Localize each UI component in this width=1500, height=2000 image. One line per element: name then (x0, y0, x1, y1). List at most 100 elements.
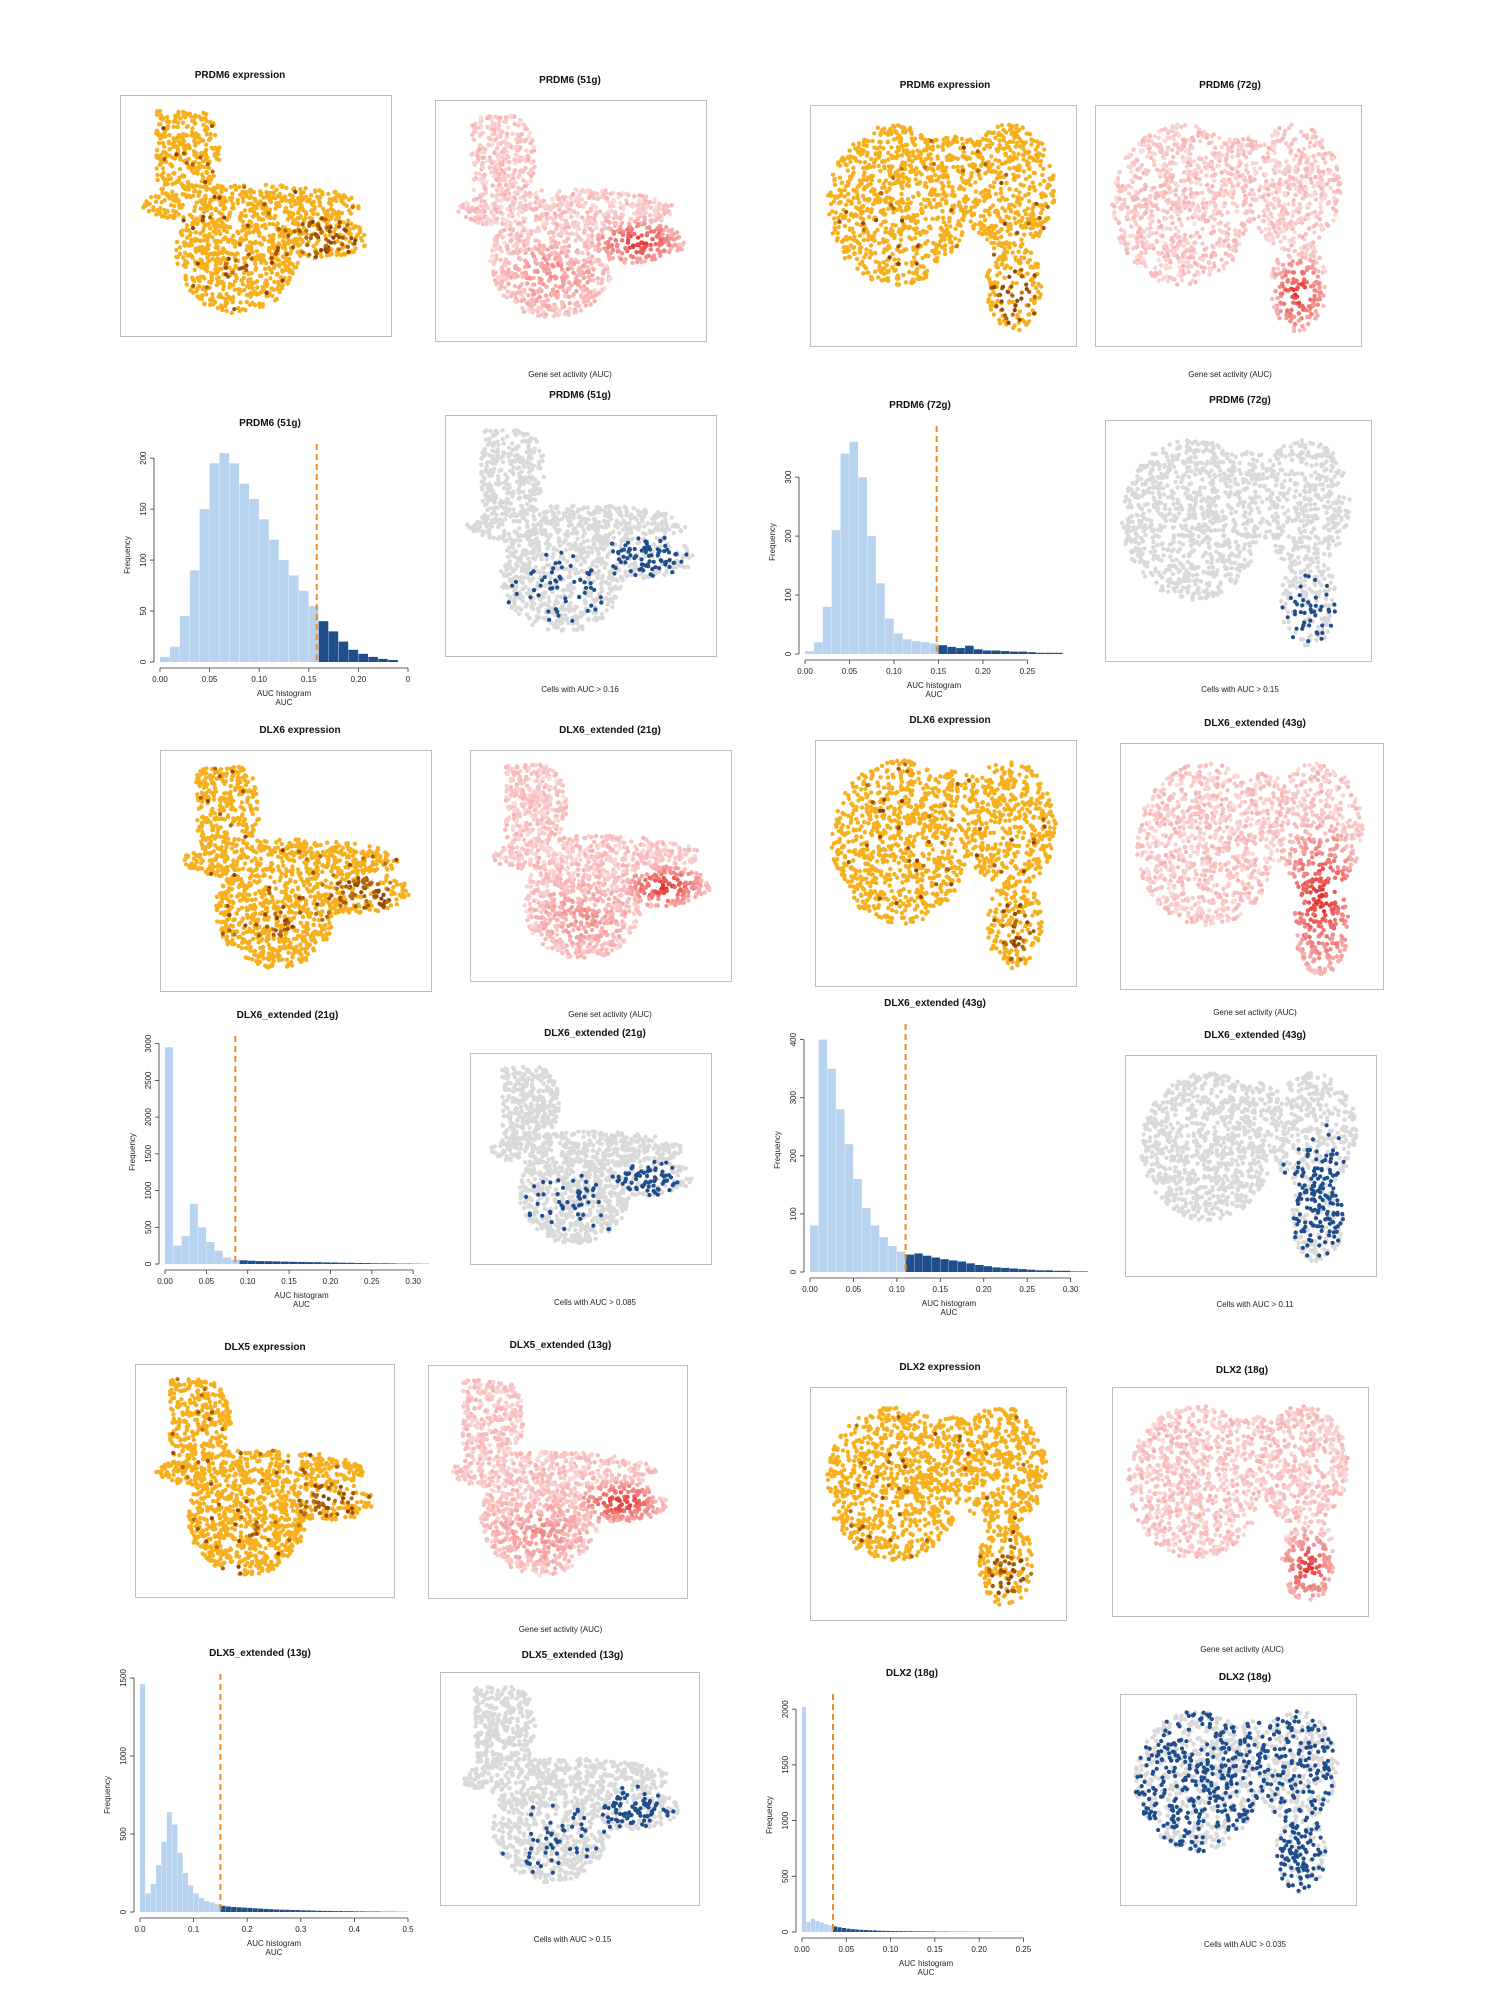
umap-cell-point (892, 268, 897, 273)
umap-cell-point (478, 115, 484, 120)
umap-cell-point (177, 251, 183, 257)
umap-cell-point (190, 255, 195, 260)
umap-cell-point (982, 218, 988, 223)
umap-cell-point (830, 172, 836, 177)
umap-cell-point (879, 270, 884, 275)
umap-cell-point (520, 274, 525, 280)
umap-cell-point (470, 132, 475, 138)
umap-cell-point (1197, 177, 1202, 182)
umap-cell-point (559, 223, 565, 228)
umap-cell-point (511, 146, 516, 151)
umap-cell-point (484, 179, 489, 184)
umap-cell-point (165, 123, 171, 129)
umap-cell-point (1126, 191, 1132, 196)
umap-cell-point (595, 280, 601, 286)
umap-cell-point (922, 271, 927, 276)
umap-cell-point (155, 177, 160, 183)
umap-points (826, 122, 1057, 333)
umap-highlight-point (313, 254, 318, 259)
umap-cell-point (494, 280, 499, 286)
umap-highlight-point (304, 235, 309, 240)
umap-cell-point (312, 207, 317, 212)
umap-cell-point (1211, 212, 1216, 217)
umap-highlight-point (999, 180, 1004, 186)
umap-cell-point (484, 221, 490, 226)
umap-highlight-point (1032, 311, 1037, 316)
umap-cell-point (235, 201, 240, 206)
umap-cell-point (182, 242, 187, 247)
umap-cell-point (845, 168, 851, 173)
umap-cell-point (914, 230, 919, 236)
umap-cell-point (832, 176, 837, 182)
umap-cell-point (986, 297, 991, 302)
umap-cell-point (1028, 265, 1033, 270)
umap-cell-point (479, 162, 485, 167)
umap-cell-point (342, 252, 347, 257)
umap-cell-point (885, 132, 891, 137)
umap-cell-point (1008, 209, 1014, 214)
umap-cell-point (1019, 196, 1024, 201)
umap-cell-point (282, 242, 287, 247)
umap-cell-point (1031, 138, 1036, 143)
umap-cell-point (523, 270, 528, 275)
umap-cell-point (873, 157, 878, 162)
umap-highlight-point (292, 229, 297, 234)
umap-cell-point (557, 285, 563, 290)
umap-cell-point (647, 200, 653, 205)
umap-cell-point (833, 210, 839, 215)
umap-cell-point (200, 293, 205, 298)
umap-cell-point (506, 267, 511, 272)
umap-cell-point (502, 178, 508, 183)
umap-cell-point (156, 194, 161, 199)
umap-highlight-point (201, 214, 206, 219)
umap-cell-point (999, 161, 1005, 167)
umap-cell-point (1034, 139, 1039, 144)
umap-cell-point (569, 214, 574, 220)
umap-cell-point (524, 241, 530, 247)
umap-cell-point (1304, 251, 1309, 256)
umap-highlight-point (244, 263, 249, 268)
umap-cell-point (560, 305, 565, 311)
umap-highlight-point (205, 162, 210, 167)
umap-cell-point (1024, 322, 1029, 327)
umap-cell-point (1198, 139, 1203, 144)
umap-cell-point (202, 233, 207, 238)
umap-cell-point (875, 125, 881, 130)
umap-cell-point (828, 201, 834, 207)
umap-cell-point (263, 225, 268, 231)
umap-cell-point (842, 187, 847, 193)
umap-cell-point (555, 261, 561, 266)
umap-cell-point (154, 155, 159, 160)
umap-cell-point (1230, 154, 1235, 160)
umap-cell-point (350, 249, 355, 254)
umap-cell-point (861, 263, 867, 268)
umap-cell-point (918, 156, 923, 161)
umap-cell-point (499, 204, 504, 210)
umap-cell-point (585, 264, 590, 270)
umap-cell-point (851, 187, 856, 193)
umap-cell-point (929, 205, 934, 210)
umap-cell-point (611, 215, 617, 221)
umap-cell-point (621, 229, 626, 234)
umap-cell-point (219, 220, 225, 225)
umap-cell-point (273, 298, 278, 303)
umap-cell-point (172, 171, 177, 176)
umap-cell-point (557, 309, 562, 314)
umap-cell-point (278, 275, 283, 280)
umap-highlight-point (887, 255, 892, 260)
umap-cell-point (904, 261, 909, 266)
umap-cell-point (1031, 170, 1036, 175)
umap-cell-point (516, 212, 521, 218)
umap-cell-point (1020, 152, 1026, 158)
umap-cell-point (188, 194, 194, 199)
umap-cell-point (900, 186, 905, 191)
umap-cell-point (568, 210, 574, 215)
umap-cell-point (854, 205, 859, 210)
umap-cell-point (661, 203, 666, 209)
umap-cell-point (1252, 177, 1257, 182)
umap-cell-point (273, 213, 278, 219)
umap-cell-point (170, 181, 175, 187)
umap-cell-point (568, 202, 574, 208)
umap-cell-point (257, 233, 262, 238)
umap-cell-point (248, 220, 254, 225)
